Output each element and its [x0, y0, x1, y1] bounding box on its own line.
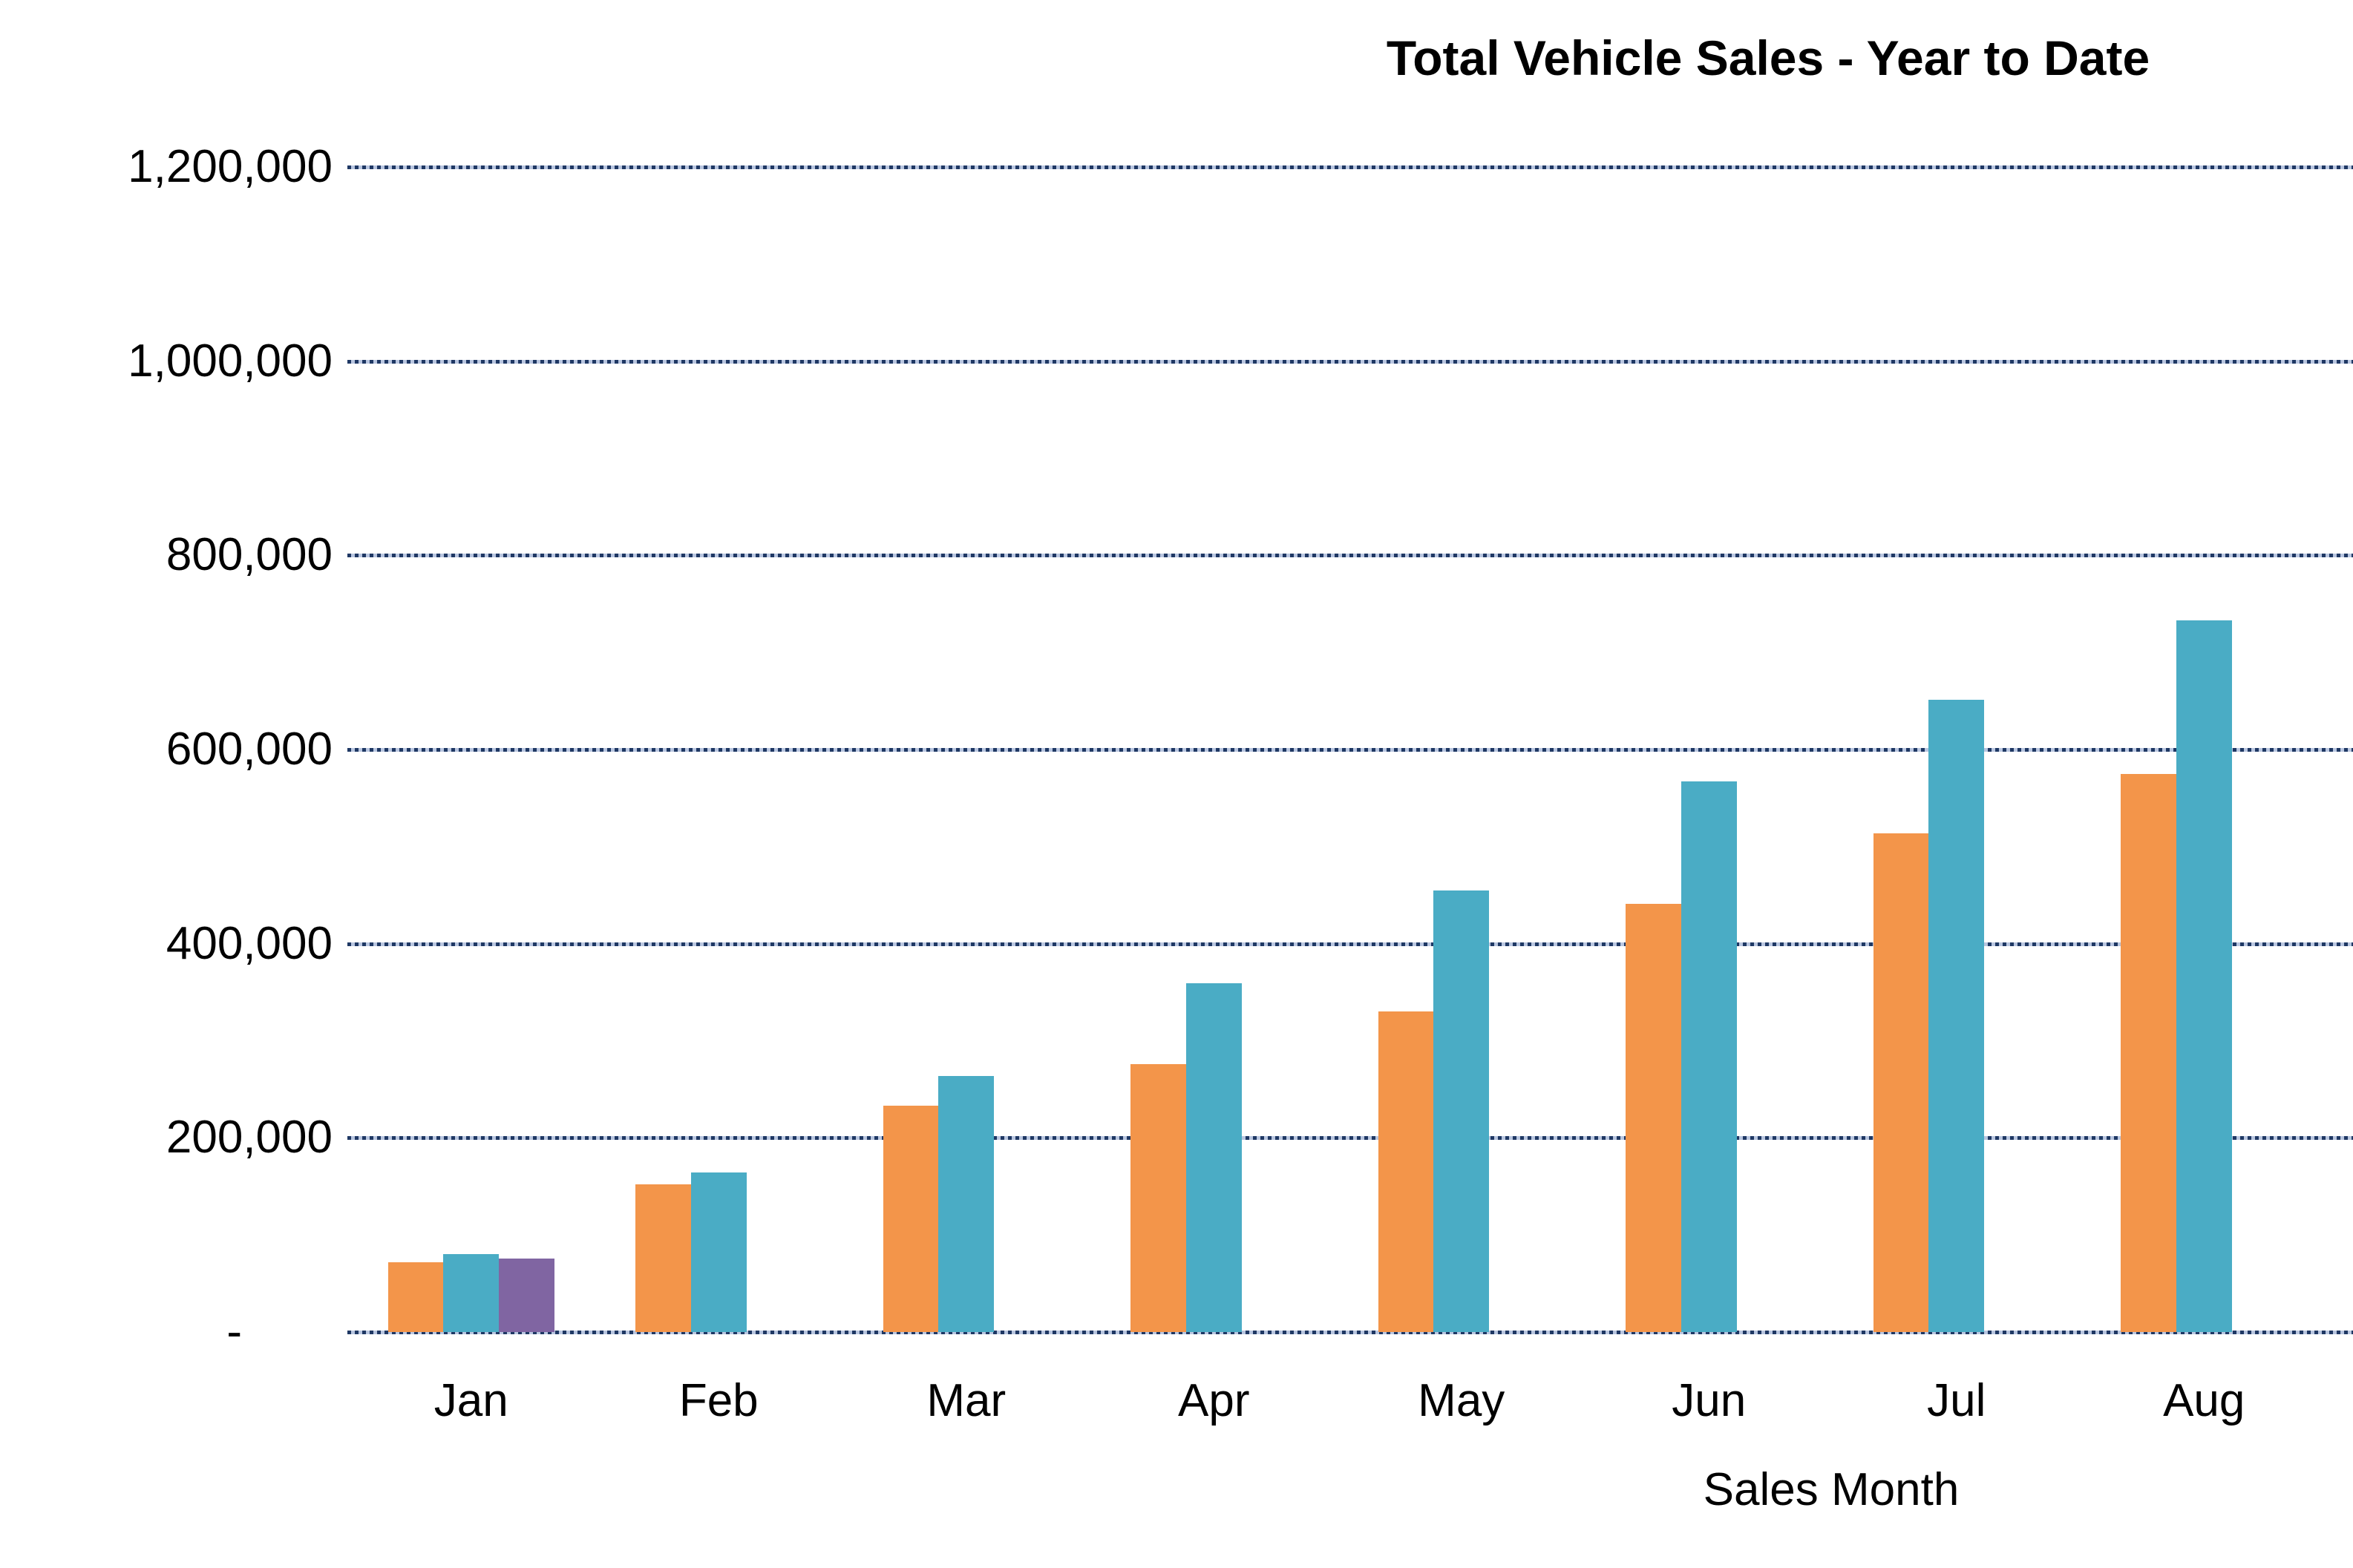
gridline [347, 942, 2353, 946]
bar-purple-series-jan [499, 1258, 554, 1332]
y-tick-label: 1,200,000 [128, 141, 333, 192]
y-tick-label: 400,000 [166, 917, 333, 969]
bar-teal-series-jul [1928, 700, 1985, 1332]
chart-title: Total Vehicle Sales - Year to Date [1386, 30, 2150, 85]
gridline [347, 748, 2353, 752]
y-tick-label: 600,000 [166, 724, 333, 775]
bar-orange-series-jul [1873, 833, 1929, 1332]
bar-orange-series-jan [387, 1262, 444, 1332]
gridline [347, 1136, 2353, 1141]
bar-teal-series-apr [1185, 983, 1242, 1332]
x-tick-label-apr: Apr [1178, 1375, 1250, 1426]
x-tick-label-may: May [1418, 1375, 1505, 1426]
bar-teal-series-aug [2176, 620, 2232, 1332]
gridline [347, 1331, 2353, 1334]
plot-area [347, 165, 2353, 1334]
x-tick-label-jul: Jul [1927, 1375, 1986, 1426]
x-tick-label-feb: Feb [678, 1375, 759, 1426]
bar-teal-series-feb [690, 1172, 747, 1332]
bar-orange-series-aug [2121, 773, 2176, 1332]
bar-teal-series-mar [938, 1075, 995, 1332]
y-tick-label: 200,000 [166, 1112, 333, 1164]
y-tick-label: 800,000 [166, 529, 333, 581]
bar-orange-series-apr [1130, 1063, 1186, 1332]
x-tick-label-mar: Mar [926, 1375, 1007, 1426]
x-tick-label-jan: Jan [433, 1375, 508, 1426]
bar-teal-series-may [1433, 890, 1490, 1332]
bar-orange-series-jun [1626, 904, 1681, 1332]
x-tick-label-jun: Jun [1672, 1375, 1747, 1426]
y-tick-label: 1,000,000 [128, 335, 333, 387]
gridline [347, 165, 2353, 169]
bar-orange-series-mar [883, 1106, 939, 1332]
y-tick-label: - [226, 1306, 242, 1357]
x-tick-label-aug: Aug [2163, 1375, 2245, 1426]
bar-teal-series-jun [1681, 781, 1737, 1332]
bars-layer [347, 167, 2328, 1332]
bar-orange-series-feb [635, 1184, 691, 1332]
bar-orange-series-may [1378, 1011, 1434, 1332]
x-axis-title: Sales Month [1703, 1464, 1960, 1515]
gridline [347, 359, 2353, 364]
bar-teal-series-jan [443, 1254, 500, 1332]
gridline [347, 554, 2353, 558]
